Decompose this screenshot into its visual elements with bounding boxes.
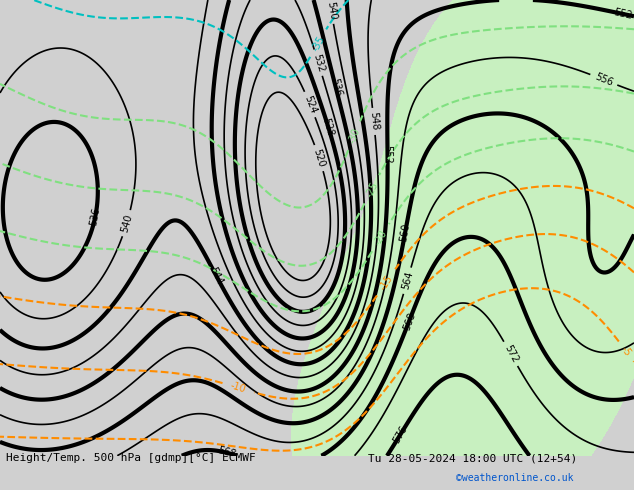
- Text: 552: 552: [612, 7, 633, 21]
- Text: 524: 524: [302, 94, 318, 115]
- Text: 520: 520: [312, 147, 327, 169]
- Text: 576: 576: [391, 424, 409, 445]
- Text: 556: 556: [593, 72, 614, 88]
- Text: 540: 540: [325, 0, 337, 21]
- Text: 536: 536: [329, 77, 343, 98]
- Text: 528: 528: [321, 116, 335, 137]
- Text: 540: 540: [119, 213, 134, 234]
- Text: 532: 532: [311, 52, 326, 73]
- Text: -5: -5: [619, 344, 633, 358]
- Text: -25: -25: [364, 180, 380, 198]
- Text: 568: 568: [401, 311, 417, 332]
- Text: -30: -30: [347, 126, 361, 145]
- Text: -35: -35: [310, 34, 327, 52]
- Text: 572: 572: [502, 343, 519, 365]
- Text: 544: 544: [207, 265, 224, 286]
- Text: -20: -20: [372, 228, 389, 247]
- Text: 552: 552: [382, 145, 392, 164]
- Text: Height/Temp. 500 hPa [gdmp][°C] ECMWF: Height/Temp. 500 hPa [gdmp][°C] ECMWF: [6, 453, 256, 463]
- Text: 536: 536: [89, 206, 102, 226]
- Text: 568: 568: [217, 446, 237, 460]
- Text: -15: -15: [378, 273, 394, 292]
- Text: ©weatheronline.co.uk: ©weatheronline.co.uk: [456, 473, 574, 483]
- Text: 560: 560: [399, 222, 411, 243]
- Text: Tu 28-05-2024 18:00 UTC (12+54): Tu 28-05-2024 18:00 UTC (12+54): [368, 453, 577, 463]
- Text: 564: 564: [400, 270, 415, 291]
- Text: 548: 548: [368, 112, 380, 131]
- Text: -10: -10: [230, 381, 247, 395]
